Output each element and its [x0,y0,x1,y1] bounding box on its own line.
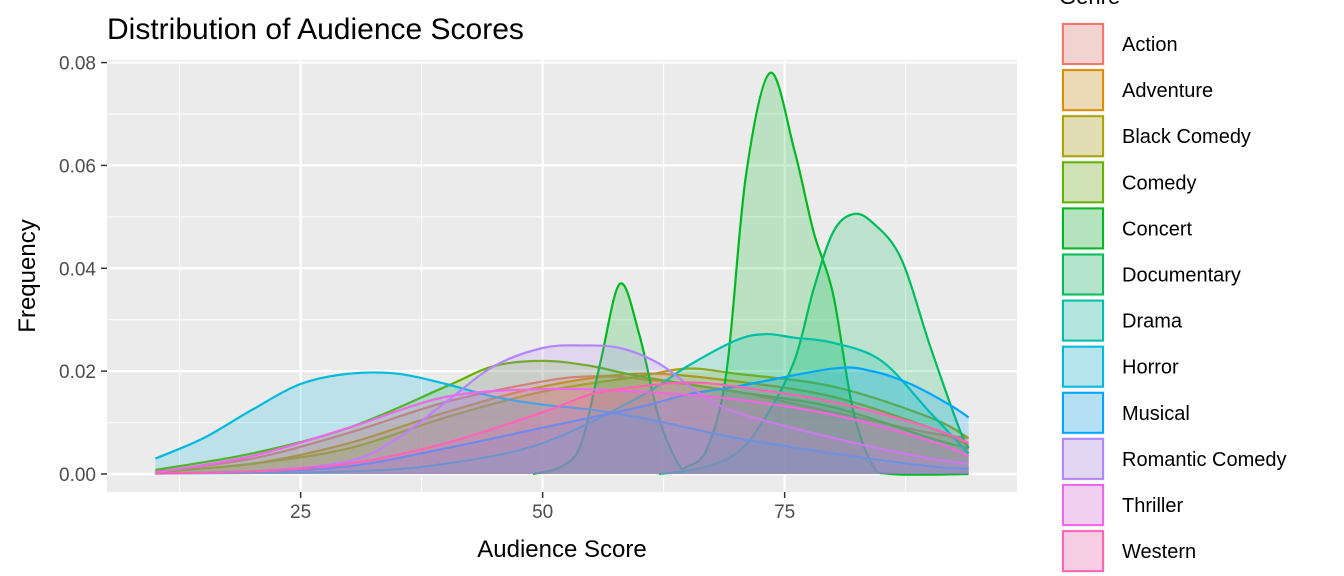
density-line-romantic-comedy [155,344,969,475]
legend-label-western: Western [1122,541,1196,563]
density-line-musical [155,366,970,475]
density-area-musical [155,367,969,474]
x-tick-label: 50 [532,502,553,523]
x-axis-label: Audience Score [477,536,646,563]
legend-key-thriller [1062,484,1104,526]
legend-key-black-comedy [1062,115,1104,158]
density-area-comedy [155,360,969,474]
y-tick-label: 0.08 [59,54,96,75]
density-area-drama [155,334,969,474]
legend-key-musical [1062,391,1104,434]
legend-key-drama [1062,299,1104,342]
density-line-drama [155,332,970,475]
density-line-action [155,375,969,473]
legend-key-action [1062,23,1104,65]
legend-key-bg [1061,160,1105,205]
y-tick-label: 0.06 [59,156,96,177]
legend-label-black-comedy: Black Comedy [1122,126,1251,148]
legend-label-thriller: Thriller [1122,495,1183,517]
density-area-thriller [155,388,969,474]
density-area-western [155,382,969,474]
legend-label-documentary: Documentary [1122,265,1241,287]
legend: Genre Action Adventure Black Comedy Comedy C… [1059,0,1287,574]
y-tick-label: 0.02 [59,362,96,383]
legend-label-horror: Horror [1122,357,1179,379]
legend-key-bg [1061,252,1105,297]
legend-key-bg [1061,298,1105,343]
legend-key-bg [1061,390,1105,435]
legend-key-bg [1061,114,1105,159]
legend-key-documentary [1062,253,1104,296]
legend-label-concert: Concert [1122,218,1192,240]
density-line-horror [154,371,969,470]
legend-label-romantic-comedy: Romantic Comedy [1122,449,1287,471]
legend-key-comedy [1062,161,1104,204]
legend-key-bg [1061,436,1105,481]
x-tick-label: 75 [774,502,795,523]
legend-label-drama: Drama [1122,311,1183,333]
chart-title: Distribution of Audience Scores [107,13,524,46]
density-line-western [155,381,970,475]
density-area-documentary [658,213,969,474]
density-line-black-comedy [155,367,970,474]
legend-key-bg [1061,206,1105,251]
legend-label-comedy: Comedy [1122,172,1196,194]
density-series [154,71,970,476]
y-tick-label: 0.04 [59,259,96,280]
density-line-concert [532,71,969,476]
grid-lines [107,60,1017,492]
legend-key-bg [1061,529,1105,574]
legend-key-concert [1062,207,1104,250]
legend-key-romantic-comedy [1062,437,1104,480]
legend-label-action: Action [1122,34,1178,56]
legend-key-bg [1061,344,1105,389]
density-line-thriller [155,387,970,474]
y-axis-label: Frequency [14,219,41,332]
legend-key-bg [1061,22,1105,66]
density-line-adventure [155,372,970,473]
density-area-action [155,376,969,474]
legend-key-adventure [1062,69,1104,112]
axes: 0.00 0.02 0.04 0.06 0.08 25 50 75 [59,54,795,523]
legend-key-horror [1062,345,1104,388]
legend-key-western [1062,530,1104,573]
legend-key-bg [1061,68,1105,113]
density-area-concert [532,72,969,475]
x-tick-label: 25 [290,502,311,523]
density-line-documentary [658,212,970,476]
legend-title: Genre [1059,0,1120,9]
legend-key-bg [1061,483,1105,527]
legend-label-musical: Musical [1122,403,1190,425]
density-area-romantic-comedy [155,345,969,474]
y-tick-label: 0.00 [59,465,96,486]
legend-label-adventure: Adventure [1122,80,1213,102]
